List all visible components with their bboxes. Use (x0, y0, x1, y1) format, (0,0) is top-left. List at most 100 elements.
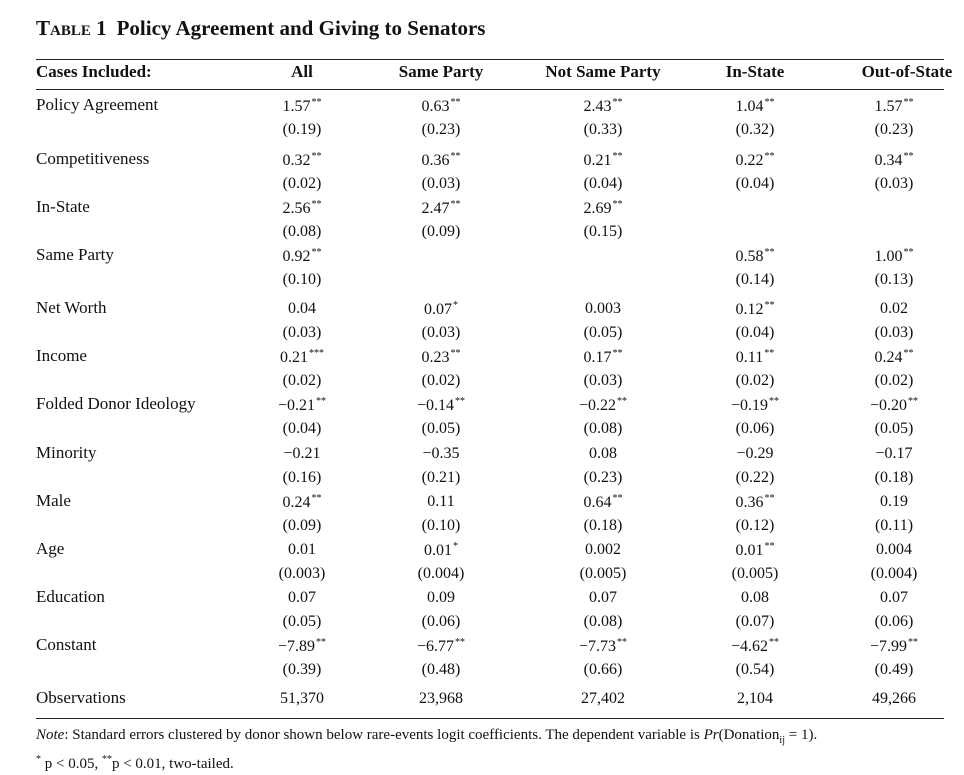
standard-error-cell: (0.10) (282, 271, 322, 288)
significance-stars: ** (612, 493, 623, 504)
coefficient-value: 0.01 (288, 541, 316, 558)
coefficient-value: −0.20 (869, 397, 908, 414)
coefficient-cell: 0.24** (283, 493, 322, 512)
standard-error-cell: (0.12) (735, 517, 775, 534)
standard-error-cell: (0.49) (874, 661, 914, 678)
coefficient-value: 1.04 (735, 98, 764, 115)
coefficient-value: 0.01 (424, 542, 452, 559)
coefficient-value: 0.23 (421, 349, 450, 366)
standard-error-cell: (0.06) (735, 420, 775, 437)
coefficient-cell: 0.36** (736, 493, 775, 512)
coefficient-cell: 1.57** (283, 97, 322, 116)
standard-error-cell: (0.03) (874, 324, 914, 341)
coefficient-cell: 0.92** (283, 247, 322, 266)
standard-error-cell: (0.18) (583, 517, 623, 534)
coefficient-value: 2.47 (421, 200, 450, 217)
coefficient-cell: −0.35 (422, 445, 459, 463)
coefficient-cell: 0.64** (584, 493, 623, 512)
significance-stars: ** (311, 493, 322, 504)
coefficient-value: 0.36 (735, 494, 764, 511)
coefficient-cell: 1.04** (736, 97, 775, 116)
coefficient-value: 0.12 (735, 301, 764, 318)
coefficient-value: 0.004 (876, 541, 912, 558)
coefficient-cell: 0.17** (584, 348, 623, 367)
coefficient-value: −7.89 (277, 638, 316, 655)
coefficient-value: 1.57 (282, 98, 311, 115)
coefficient-value: 0.17 (583, 349, 612, 366)
coefficient-cell: 0.08 (589, 445, 617, 463)
coefficient-value: 0.36 (421, 152, 450, 169)
header-in-state: In-State (725, 62, 785, 81)
standard-error-cell: (0.23) (874, 121, 914, 138)
coefficient-value: 0.04 (288, 300, 316, 317)
coefficient-cell: 0.21** (584, 151, 623, 170)
coefficient-value: 0.92 (282, 248, 311, 265)
coefficient-value: 0.21 (280, 349, 308, 366)
top-rule (36, 59, 944, 60)
standard-error-cell: (0.11) (874, 517, 914, 534)
standard-error-cell: (0.02) (874, 372, 914, 389)
standard-error-cell: (0.03) (282, 324, 322, 341)
significance-stars: ** (450, 97, 461, 108)
significance-stars: ** (903, 97, 914, 108)
coefficient-cell: −4.62** (731, 637, 779, 656)
coefficient-cell: 2.43** (584, 97, 623, 116)
significance-stars: * (453, 300, 458, 311)
standard-error-cell: (0.03) (583, 372, 623, 389)
coefficient-value: 0.002 (585, 541, 621, 558)
coefficient-value: −0.29 (736, 445, 774, 462)
note-line-1: Note: Standard errors clustered by donor… (36, 726, 944, 750)
significance-stars: ** (612, 151, 623, 162)
coefficient-value: 2.56 (282, 200, 311, 217)
coefficient-cell: 0.08 (741, 589, 769, 607)
coefficient-value: 1.00 (874, 248, 903, 265)
coefficient-value: 0.11 (427, 493, 455, 510)
standard-error-cell: (0.10) (421, 517, 461, 534)
coefficient-cell: −7.99** (870, 637, 918, 656)
row-label: Competitiveness (36, 149, 150, 168)
significance-stars: ** (612, 97, 623, 108)
header-out-of-state: Out-of-State (861, 62, 953, 81)
standard-error-cell: (0.05) (421, 420, 461, 437)
coefficient-cell: 1.00** (875, 247, 914, 266)
coefficient-cell: −0.17 (875, 445, 912, 463)
standard-error-cell: (0.16) (282, 469, 322, 486)
coefficient-cell: 0.09 (427, 589, 455, 607)
significance-stars: ** (764, 541, 775, 552)
standard-error-cell: (0.02) (735, 372, 775, 389)
significance-stars: ** (617, 396, 628, 407)
coefficient-value: 0.64 (583, 494, 612, 511)
coefficient-value: 0.01 (735, 542, 764, 559)
table-note: Note: Standard errors clustered by donor… (36, 726, 944, 774)
standard-error-cell: (0.08) (583, 420, 623, 437)
row-label: Policy Agreement (36, 95, 159, 114)
coefficient-value: −0.21 (277, 397, 316, 414)
coefficient-value: 2.43 (583, 98, 612, 115)
coefficient-cell: 0.01 (288, 541, 316, 559)
standard-error-cell: (0.02) (282, 175, 322, 192)
standard-error-cell: (0.13) (874, 271, 914, 288)
coefficient-cell: 0.23** (422, 348, 461, 367)
coefficient-value: 0.24 (874, 349, 903, 366)
significance-stars: ** (612, 199, 623, 210)
significance-stars: ** (617, 637, 628, 648)
coefficient-cell: −0.21** (278, 396, 326, 415)
significance-stars: ** (903, 247, 914, 258)
standard-error-cell: (0.02) (421, 372, 461, 389)
row-label: Same Party (36, 245, 114, 264)
standard-error-cell: (0.004) (417, 565, 465, 582)
coefficient-value: −0.35 (422, 445, 460, 462)
coefficient-value: 0.63 (421, 98, 450, 115)
coefficient-cell: 0.07 (589, 589, 617, 607)
significance-stars: ** (311, 247, 322, 258)
coefficient-cell: 2.56** (283, 199, 322, 218)
row-label: Constant (36, 635, 97, 654)
bottom-rule (36, 718, 944, 719)
standard-error-cell: (0.04) (583, 175, 623, 192)
coefficient-cell: 2.47** (422, 199, 461, 218)
significance-stars: ** (764, 300, 775, 311)
coefficient-cell: 0.32** (283, 151, 322, 170)
coefficient-value: 0.07 (880, 589, 908, 606)
significance-stars: ** (455, 637, 466, 648)
coefficient-cell: 0.21*** (280, 348, 324, 367)
